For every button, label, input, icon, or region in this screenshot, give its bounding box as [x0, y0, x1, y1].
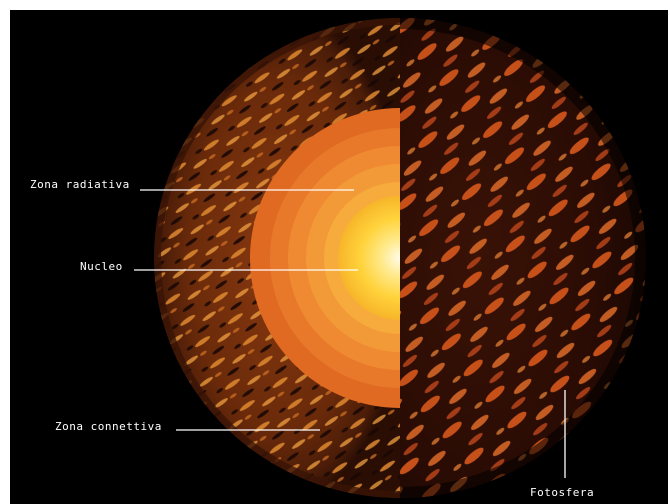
photosphere-label: Fotosfera — [530, 486, 595, 499]
core-label: Nucleo — [80, 260, 123, 273]
convective-zone-label: Zona connettiva — [55, 420, 162, 433]
radiative-zone-label: Zona radiativa — [30, 178, 130, 191]
core — [338, 196, 400, 320]
inner-layers — [250, 108, 400, 408]
